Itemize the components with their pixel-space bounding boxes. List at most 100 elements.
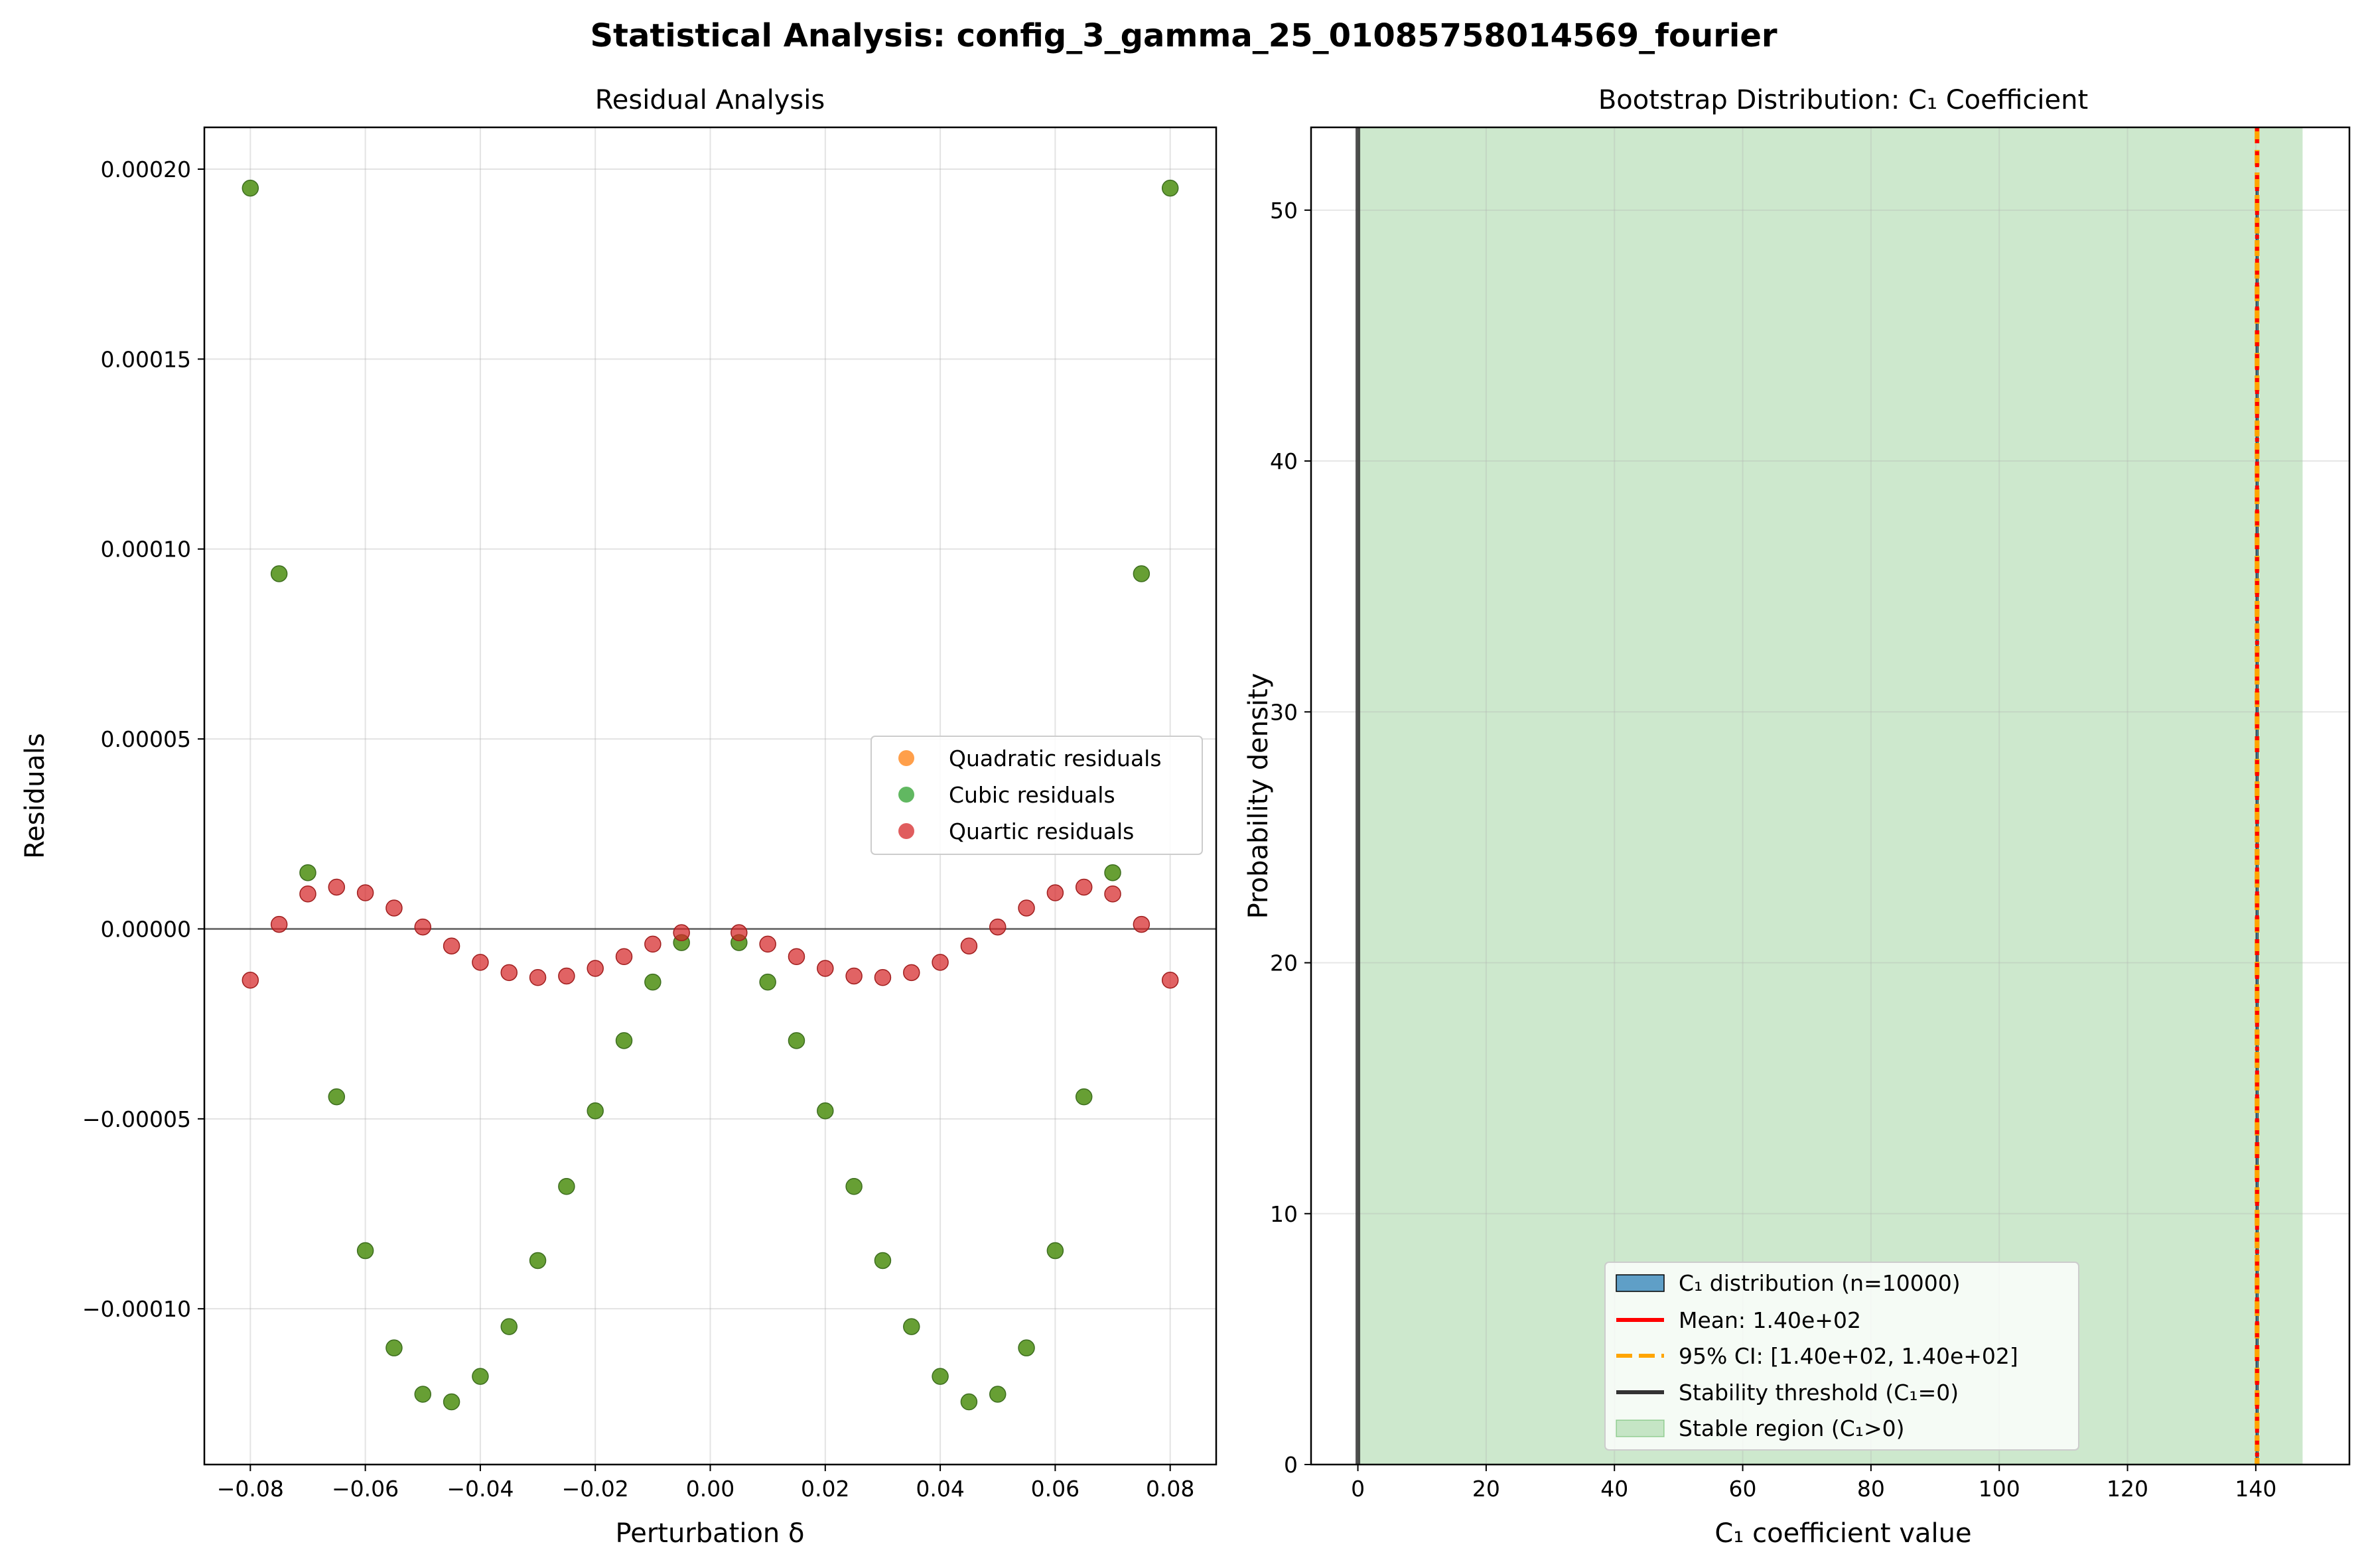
cubic-residual-point — [472, 1368, 489, 1385]
quartic-residual-point — [500, 964, 518, 982]
quartic-residual-point — [1161, 972, 1179, 989]
quartic-residual-point — [960, 937, 978, 954]
cubic-residual-point — [1018, 1339, 1035, 1356]
cubic-residual-point — [529, 1252, 547, 1270]
quartic-residual-point — [1018, 899, 1035, 917]
legend-swatch-distribution — [1616, 1274, 1665, 1292]
left-y-tick-label: −0.00010 — [82, 1296, 191, 1322]
left-x-axis-label: Perturbation δ — [616, 1518, 805, 1549]
quartic-residual-point — [903, 964, 920, 982]
legend-label-quartic: Quartic residuals — [949, 818, 1134, 844]
left-x-tick-label: 0.04 — [916, 1476, 964, 1502]
quartic-residual-point — [788, 948, 805, 966]
left-x-tick-label: −0.08 — [217, 1476, 284, 1502]
right-y-tick-label: 40 — [1270, 448, 1298, 474]
left-y-tick-label: 0.00000 — [101, 916, 191, 942]
quartic-residual-point — [385, 899, 403, 917]
left-x-tick-label: −0.02 — [562, 1476, 629, 1502]
right-y-tick-label: 20 — [1270, 950, 1298, 976]
legend-marker-quadratic — [898, 750, 914, 766]
cubic-residual-point — [1161, 179, 1179, 197]
quartic-residual-point — [1104, 885, 1121, 903]
cubic-residual-point — [960, 1393, 978, 1411]
quartic-residual-point — [1046, 884, 1064, 901]
right-x-tick-label: 100 — [1979, 1476, 2020, 1502]
left-y-tick-label: 0.00005 — [101, 726, 191, 752]
quartic-residual-point — [673, 924, 690, 941]
right-x-tick-label: 120 — [2107, 1476, 2148, 1502]
cubic-residual-point — [615, 1032, 633, 1049]
left-panel-title: Residual Analysis — [595, 85, 825, 115]
right-x-tick-label: 80 — [1857, 1476, 1885, 1502]
legend-label-mean: Mean: 1.40e+02 — [1679, 1307, 1861, 1333]
right-y-tick-label: 0 — [1284, 1452, 1298, 1478]
right-y-tick-label: 30 — [1270, 699, 1298, 725]
cubic-residual-point — [817, 1102, 834, 1120]
right-y-ticks: 0 10 20 30 40 50 — [1270, 198, 1311, 1478]
left-grid — [204, 127, 1216, 1465]
quartic-residual-point — [731, 924, 748, 941]
bootstrap-distribution-panel: 0 20 40 60 80 100 120 140 0 10 20 30 40 50 Bootstrap… — [1243, 85, 2351, 1549]
right-x-ticks: 0 20 40 60 80 100 120 140 — [1351, 1465, 2276, 1502]
quartic-residual-point — [989, 918, 1007, 936]
left-x-tick-label: −0.06 — [332, 1476, 399, 1502]
left-x-tick-label: 0.00 — [686, 1476, 734, 1502]
cubic-residual-point — [328, 1088, 346, 1106]
legend-marker-cubic — [898, 787, 914, 803]
left-y-tick-label: 0.00010 — [101, 537, 191, 562]
cubic-residual-point — [414, 1386, 432, 1403]
cubic-residual-point — [845, 1178, 863, 1195]
legend-label-ci: 95% CI: [1.40e+02, 1.40e+02] — [1679, 1343, 2018, 1369]
quartic-residual-point — [472, 954, 489, 971]
right-x-axis-label: C₁ coefficient value — [1714, 1518, 1971, 1549]
left-legend-box — [871, 736, 1203, 855]
quartic-residual-point — [356, 884, 374, 901]
right-x-tick-label: 20 — [1472, 1476, 1500, 1502]
cubic-residual-point — [932, 1368, 949, 1385]
quartic-residual-point — [845, 967, 863, 985]
quartic-residual-point — [1075, 878, 1093, 896]
cubic-residual-point — [385, 1339, 403, 1356]
right-y-tick-label: 50 — [1270, 198, 1298, 224]
left-legend: Quadratic residuals Cubic residuals Quar… — [871, 736, 1203, 855]
quartic-residual-point — [817, 960, 834, 977]
left-y-tick-label: 0.00020 — [101, 157, 191, 182]
legend-label-distribution: C₁ distribution (n=10000) — [1679, 1270, 1961, 1296]
cubic-residual-point — [1104, 864, 1121, 882]
cubic-residual-point — [788, 1032, 805, 1049]
quartic-residual-point — [587, 960, 604, 977]
quartic-residual-point — [874, 969, 892, 986]
residual-points — [242, 179, 1179, 1411]
cubic-residual-point — [299, 864, 316, 882]
quartic-residual-point — [529, 969, 547, 986]
legend-swatch-stable-region — [1616, 1419, 1665, 1437]
cubic-residual-point — [1133, 565, 1150, 582]
right-panel-title: Bootstrap Distribution: C₁ Coefficient — [1598, 85, 2088, 115]
legend-label-cubic: Cubic residuals — [949, 782, 1115, 808]
cubic-residual-point — [242, 179, 259, 197]
legend-label-threshold: Stability threshold (C₁=0) — [1679, 1380, 1959, 1405]
quartic-residual-point — [1133, 915, 1150, 933]
cubic-residual-point — [558, 1178, 575, 1195]
left-y-tick-label: 0.00015 — [101, 346, 191, 372]
right-x-tick-label: 0 — [1351, 1476, 1365, 1502]
cubic-residual-point — [903, 1318, 920, 1335]
residual-analysis-panel: −0.08 −0.06 −0.04 −0.02 0.00 0.02 0.04 0.06 0.08… — [20, 85, 1218, 1549]
quartic-residual-point — [443, 937, 460, 954]
left-x-tick-label: 0.02 — [801, 1476, 849, 1502]
quartic-residual-point — [615, 948, 633, 966]
legend-label-stable-region: Stable region (C₁>0) — [1679, 1415, 1905, 1441]
cubic-residual-point — [356, 1242, 374, 1260]
right-legend: C₁ distribution (n=10000) Mean: 1.40e+02… — [1604, 1262, 2079, 1451]
right-x-tick-label: 60 — [1729, 1476, 1757, 1502]
left-y-ticks: −0.00010 −0.00005 0.00000 0.00005 0.00010 0.0… — [82, 157, 204, 1322]
quartic-residual-point — [932, 954, 949, 971]
cubic-residual-point — [500, 1318, 518, 1335]
cubic-residual-point — [759, 973, 776, 991]
legend-marker-quartic — [898, 823, 914, 839]
right-legend-box — [1604, 1262, 2079, 1451]
cubic-residual-point — [1046, 1242, 1064, 1260]
left-y-axis-label: Residuals — [20, 733, 50, 859]
quartic-residual-point — [644, 935, 662, 953]
